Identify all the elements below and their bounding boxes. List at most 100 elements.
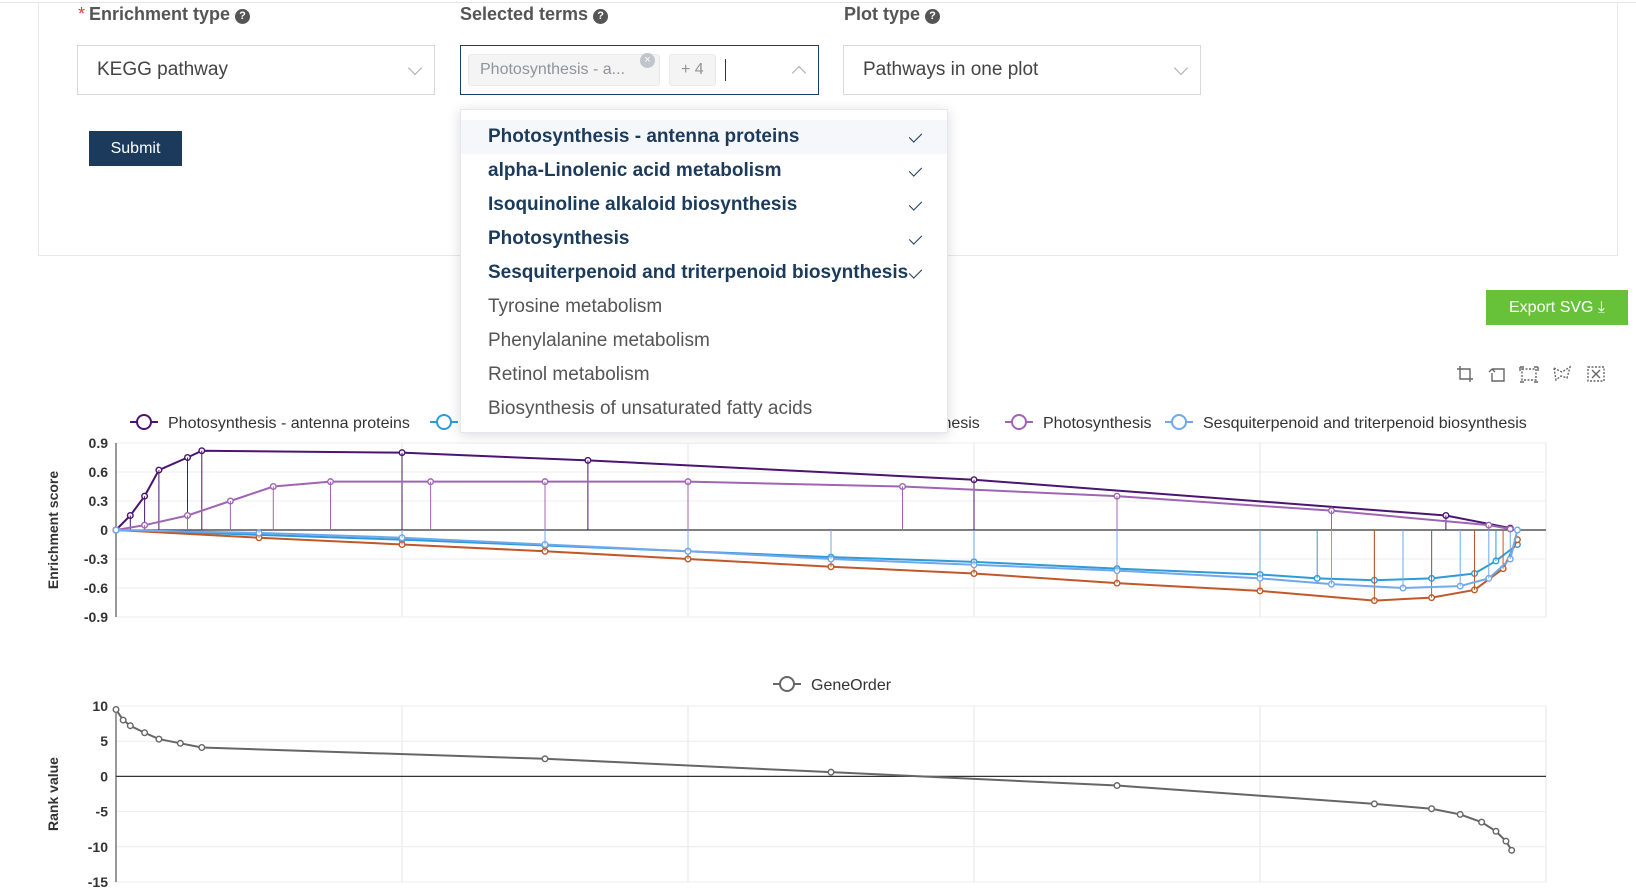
data-point	[1428, 805, 1436, 813]
plot-type-select[interactable]: Pathways in one plot	[843, 45, 1201, 95]
y-tick-label: 0	[100, 522, 108, 538]
data-point	[1492, 827, 1500, 835]
y-tick-label: 0.6	[89, 464, 109, 480]
more-terms-tag: + 4	[669, 54, 716, 86]
data-point	[1513, 526, 1521, 534]
lasso-select-icon[interactable]	[1552, 364, 1572, 384]
legend-marker	[1011, 414, 1027, 430]
dropdown-option-label: Tyrosine metabolism	[488, 296, 663, 317]
series-line	[115, 480, 1511, 531]
data-point	[198, 744, 206, 752]
dropdown-option-label: Isoquinoline alkaloid biosynthesis	[488, 194, 798, 215]
data-point	[541, 755, 549, 763]
zoom-icon[interactable]	[1455, 364, 1475, 384]
dropdown-option[interactable]: Sesquiterpenoid and triterpenoid biosynt…	[461, 256, 947, 290]
data-point	[1456, 810, 1464, 818]
y-tick-label: -15	[88, 874, 108, 890]
dropdown-option-label: Biosynthesis of unsaturated fatty acids	[488, 398, 813, 419]
dropdown-option-label: Phenylalanine metabolism	[488, 330, 710, 351]
check-icon	[908, 163, 923, 177]
selected-term-tag: Photosynthesis - a... ×	[468, 53, 660, 86]
clear-select-icon[interactable]	[1586, 364, 1606, 384]
plot-type-text: Plot type	[844, 4, 921, 24]
legend-label: thesis	[938, 415, 980, 432]
rank-value-chart: 10 5 0 -5 -10 -15 Rank value GeneOrder	[45, 676, 1547, 890]
dropdown-option-label: Sesquiterpenoid and triterpenoid biosynt…	[488, 262, 909, 283]
dropdown-option[interactable]: Biosynthesis of unsaturated fatty acids	[461, 392, 947, 426]
dropdown-option[interactable]: Tyrosine metabolism	[461, 290, 947, 324]
legend-marker	[779, 676, 795, 692]
top-divider	[0, 2, 1636, 3]
enrichment-type-value: KEGG pathway	[97, 59, 228, 80]
plot-type-value: Pathways in one plot	[863, 59, 1039, 80]
required-mark: *	[78, 4, 86, 24]
y-tick-label: 5	[100, 733, 108, 749]
y-axis-label: Enrichment score	[45, 471, 61, 589]
submit-button[interactable]: Submit	[89, 131, 182, 166]
chevron-down-icon	[407, 60, 423, 76]
legend-label: Photosynthesis - antenna proteins	[168, 415, 410, 432]
export-svg-button[interactable]: Export SVG ⤓	[1486, 290, 1628, 325]
dropdown-option[interactable]: alpha-Linolenic acid metabolism	[461, 154, 947, 188]
data-point	[112, 526, 120, 534]
y-axis-label: Rank value	[45, 757, 61, 831]
y-tick-label: 0.3	[89, 493, 109, 509]
selected-terms-select[interactable]: Photosynthesis - a... × + 4	[460, 45, 819, 95]
chevron-down-icon	[1173, 60, 1189, 76]
enrichment-type-select[interactable]: KEGG pathway	[77, 45, 435, 95]
data-point	[1478, 818, 1486, 826]
data-point	[1370, 800, 1378, 808]
data-point	[827, 768, 835, 776]
selected-terms-label: Selected terms?	[460, 4, 609, 25]
help-icon[interactable]: ?	[235, 9, 251, 24]
selected-terms-text: Selected terms	[460, 4, 589, 24]
legend-marker	[436, 414, 452, 430]
series-line	[115, 708, 1513, 851]
legend-label: Photosynthesis	[1043, 415, 1152, 432]
zoom-reset-icon[interactable]	[1487, 364, 1507, 384]
help-icon[interactable]: ?	[593, 9, 609, 24]
legend-label: GeneOrder	[811, 677, 892, 694]
check-icon	[908, 129, 923, 143]
help-icon[interactable]: ?	[925, 9, 941, 24]
close-icon[interactable]: ×	[640, 53, 655, 68]
plot-type-label: Plot type?	[844, 4, 941, 25]
legend-marker	[1171, 414, 1187, 430]
check-icon	[908, 231, 923, 245]
data-point	[141, 729, 149, 737]
enrichment-type-label: * Enrichment type?	[78, 4, 251, 25]
dropdown-option[interactable]: Phenylalanine metabolism	[461, 324, 947, 358]
y-tick-label: -0.9	[84, 609, 108, 625]
legend-marker	[136, 414, 152, 430]
data-point	[1113, 782, 1121, 790]
data-point	[1502, 837, 1510, 845]
chevron-up-icon	[791, 65, 807, 81]
dropdown-option[interactable]: Photosynthesis - antenna proteins	[461, 120, 947, 154]
y-tick-label: -10	[88, 839, 108, 855]
y-tick-label: -0.6	[84, 580, 108, 596]
plot-frame	[115, 705, 1547, 883]
y-tick-label: 10	[92, 698, 108, 714]
text-cursor	[725, 59, 726, 81]
y-tick-label: -0.3	[84, 551, 108, 567]
legend-label: Sesquiterpenoid and triterpenoid biosynt…	[1203, 415, 1527, 432]
check-icon	[908, 197, 923, 211]
dropdown-option-label: alpha-Linolenic acid metabolism	[488, 160, 782, 181]
series-line	[115, 529, 1519, 602]
y-tick-label: 0	[100, 768, 108, 784]
data-point	[155, 735, 163, 743]
data-point	[126, 722, 134, 730]
data-point	[119, 716, 127, 724]
dropdown-option-label: Photosynthesis	[488, 228, 630, 249]
enrichment-type-text: Enrichment type	[89, 4, 231, 24]
dropdown-option[interactable]: Photosynthesis	[461, 222, 947, 256]
y-tick-label: 0.9	[89, 435, 109, 451]
y-tick-label: -5	[96, 804, 109, 820]
dropdown-option[interactable]: Isoquinoline alkaloid biosynthesis	[461, 188, 947, 222]
data-point	[1508, 846, 1516, 854]
dropdown-option[interactable]: Retinol metabolism	[461, 358, 947, 392]
rect-select-icon[interactable]	[1519, 364, 1539, 384]
dropdown-option-label: Retinol metabolism	[488, 364, 650, 385]
data-point	[112, 706, 120, 714]
dropdown-option-label: Photosynthesis - antenna proteins	[488, 126, 800, 147]
